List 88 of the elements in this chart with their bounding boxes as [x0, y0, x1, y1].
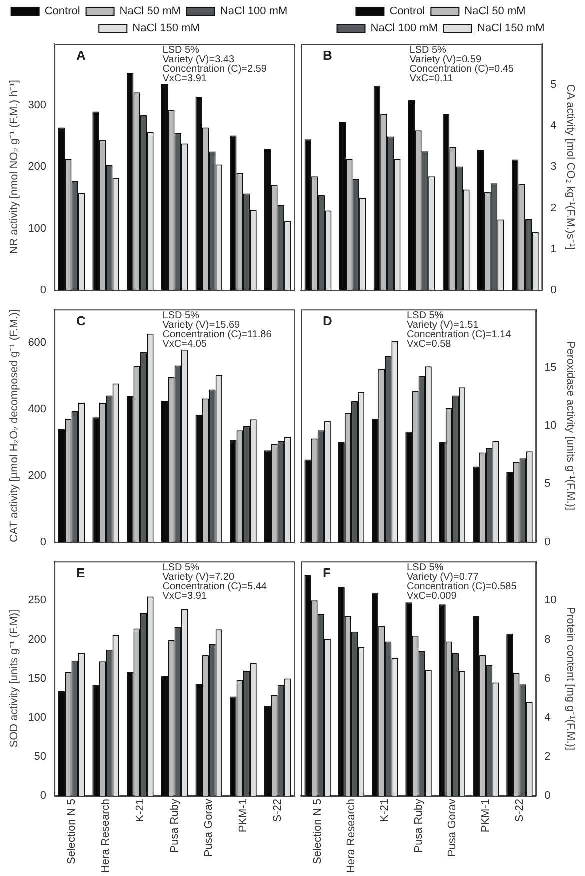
annotation: Concentration (C)=11.86 [162, 329, 272, 340]
y-tick-label: 200 [28, 470, 47, 482]
legend-label: NaCl 50 mM [464, 6, 526, 18]
y-tick-label: 600 [28, 336, 47, 349]
annotation: Variety (V)=1.51 [407, 320, 480, 331]
y-tick-label: 0 [544, 790, 551, 802]
y-tick-label: 15 [544, 362, 557, 374]
y-tick-label: 100 [28, 712, 47, 724]
y-tick-label: 200 [28, 161, 47, 174]
annotation: VxC=0.11 [410, 73, 454, 84]
annotation: VxC=3.91 [162, 590, 208, 602]
y-tick-label: 0 [40, 536, 47, 548]
legend-label: Control [390, 6, 426, 18]
annotation: LSD 5% [162, 44, 200, 56]
annotation: Concentration (C)=2.59 [162, 64, 268, 75]
y-tick-label: 10 [544, 420, 557, 432]
annotation: LSD 5% [407, 310, 444, 322]
y-tick-label: 2 [544, 750, 551, 763]
y-axis-title: CAT activity [µmol H₂O₂ decomposed g⁻¹ (F.M.)] [8, 309, 21, 543]
x-tick-label: PKM-1 [238, 799, 250, 833]
annotation: VxC=0.58 [407, 338, 452, 350]
annotation: Variety (V)=7.20 [162, 572, 235, 583]
y-tick-label: 4 [544, 712, 551, 724]
annotation: Variety (V)=3.43 [162, 54, 235, 66]
y-tick-label: 0 [544, 536, 551, 548]
x-tick-label: Pusa Ruby [168, 798, 181, 853]
chart-title: E [76, 566, 86, 581]
y-tick-label: 8 [544, 634, 551, 646]
y-tick-label: 150 [28, 672, 47, 685]
x-tick-label: Hera Research [100, 799, 112, 874]
x-tick-label: Pusa Ruby [412, 798, 425, 853]
annotation: Concentration (C)=1.14 [407, 329, 512, 340]
annotation: VxC=3.91 [162, 73, 208, 84]
annotation: LSD 5% [410, 44, 447, 56]
chart-title: B [323, 48, 332, 64]
y-tick-label: 3 [550, 161, 557, 174]
y-tick-label: 50 [34, 750, 47, 763]
y-tick-label: 400 [28, 403, 47, 416]
annotation: LSD 5% [407, 562, 444, 574]
annotation: LSD 5% [162, 562, 200, 574]
y-tick-label: 6 [544, 672, 551, 685]
annotation: Variety (V)=15.69 [162, 320, 241, 331]
annotation: Variety (V)=0.59 [410, 54, 482, 66]
annotation: Concentration (C)=0.585 [407, 581, 518, 592]
y-tick-label: 0 [40, 790, 47, 802]
x-tick-label: S-22 [514, 799, 526, 822]
legend-label: NaCl 150 mM [478, 22, 545, 35]
y-tick-label: 300 [28, 100, 47, 112]
y-tick-label: 1 [550, 243, 557, 256]
y-axis-title: NR activity [nmol NO₂ g⁻¹ (F.M.) h⁻¹] [8, 80, 21, 254]
x-tick-label: Selection N 5 [66, 799, 78, 864]
legend-label: NaCl 100 mM [370, 22, 438, 35]
x-tick-label: Selection N 5 [312, 799, 324, 864]
annotation: Variety (V)=0.77 [407, 572, 480, 583]
legend-label: NaCl 150 mM [132, 22, 200, 35]
x-tick-label: Pusa Gorav [446, 798, 458, 858]
y-tick-label: 2 [550, 202, 557, 214]
legend-label: NaCl 50 mM [120, 6, 181, 18]
x-tick-label: Pusa Gorav [203, 798, 216, 858]
chart-title: D [323, 314, 332, 329]
annotation: VxC=4.05 [162, 338, 208, 350]
y-tick-label: 10 [544, 594, 557, 607]
y-tick-label: 250 [28, 594, 47, 607]
y-axis-title: SOD activity [units g⁻¹ (F.M)] [8, 610, 21, 748]
chart-title: C [76, 314, 87, 329]
chart-title: F [323, 566, 331, 581]
y-tick-label: 0 [550, 284, 557, 296]
y-tick-label: 200 [28, 634, 47, 646]
x-tick-label: K-21 [379, 799, 392, 822]
y-axis-title: Protein content [mg g⁻¹(F.M.)] [564, 607, 576, 751]
annotation: Concentration (C)=0.45 [410, 64, 514, 75]
y-tick-label: 100 [28, 222, 47, 235]
chart-title: A [76, 48, 87, 64]
x-tick-label: PKM-1 [480, 799, 492, 833]
legend-label: NaCl 100 mM [220, 6, 288, 18]
x-tick-label: K-21 [134, 799, 146, 822]
y-axis-title: CA activity [mol CO₂ kg⁻¹(F.M.)s⁻¹] [564, 84, 576, 250]
annotation: LSD 5% [162, 310, 200, 322]
y-tick-label: 0 [40, 284, 47, 296]
y-axis-title: Peroxidase activity [units g⁻¹(F.M.)] [564, 341, 576, 511]
legend-label: Control [44, 6, 80, 18]
x-tick-label: Hera Research [346, 799, 358, 874]
y-tick-label: 4 [550, 120, 557, 132]
annotation: Concentration (C)=5.44 [162, 581, 268, 592]
annotation: VxC=0.009 [407, 590, 458, 602]
x-tick-label: S-22 [272, 799, 284, 822]
y-tick-label: 5 [550, 79, 557, 92]
y-tick-label: 5 [544, 478, 551, 490]
